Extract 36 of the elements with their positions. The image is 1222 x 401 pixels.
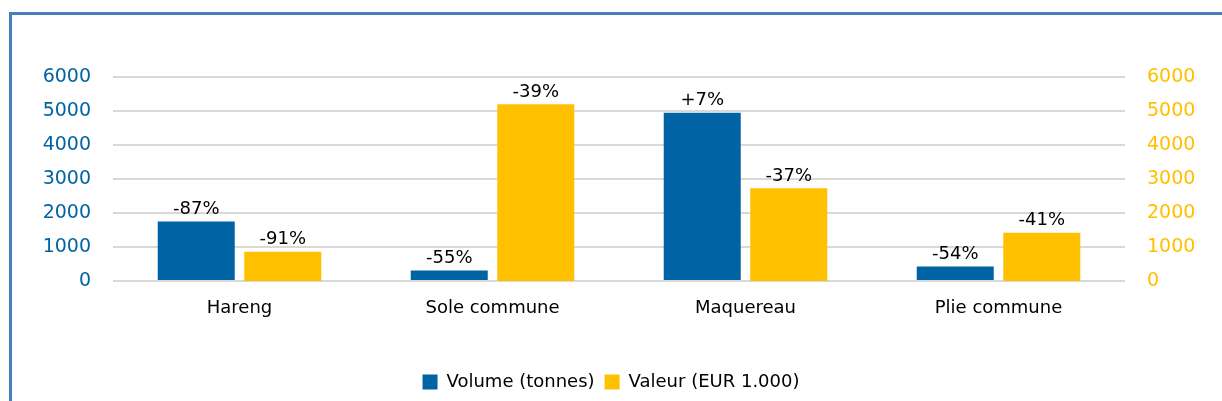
annotation: -54% [931, 242, 979, 264]
annotation: -55% [425, 246, 473, 268]
x-tick-label: Plie commune [934, 296, 1063, 318]
annotation: -91% [259, 227, 307, 249]
y-tick-label: 5000 [42, 97, 91, 120]
y-tick-label: 3000 [42, 165, 91, 188]
bar [663, 112, 741, 280]
y-tick-label: 2000 [42, 199, 91, 222]
annotation: -87% [172, 197, 220, 219]
bar [157, 221, 235, 280]
y2-tick-label: 0 [1147, 267, 1160, 290]
x-tick-label: Hareng [206, 296, 273, 318]
annotation: +7% [680, 88, 725, 110]
y2-tick-label: 1000 [1147, 233, 1196, 256]
bar [1003, 232, 1081, 281]
y2-tick-label: 4000 [1147, 131, 1196, 154]
x-tick-label: Maquereau [695, 296, 796, 318]
bar [750, 188, 828, 281]
x-tick-label: Sole commune [425, 296, 560, 318]
annotation: -41% [1018, 208, 1066, 230]
y2-tick-label: 3000 [1147, 165, 1196, 188]
legend-label: Valeur (EUR 1.000) [628, 369, 800, 391]
y-tick-label: 4000 [42, 131, 91, 154]
y2-tick-label: 2000 [1147, 199, 1196, 222]
bar [244, 251, 322, 281]
y-tick-label: 1000 [42, 233, 91, 256]
annotation: -39% [512, 79, 560, 101]
annotation: -37% [765, 163, 813, 185]
bar [497, 104, 575, 281]
legend-label: Volume (tonnes) [446, 369, 595, 391]
bar [916, 266, 994, 280]
y-tick-label: 0 [78, 267, 91, 290]
y-tick-label: 6000 [42, 63, 91, 86]
bar [410, 270, 488, 280]
y2-tick-label: 6000 [1147, 63, 1196, 86]
y2-tick-label: 5000 [1147, 97, 1196, 120]
